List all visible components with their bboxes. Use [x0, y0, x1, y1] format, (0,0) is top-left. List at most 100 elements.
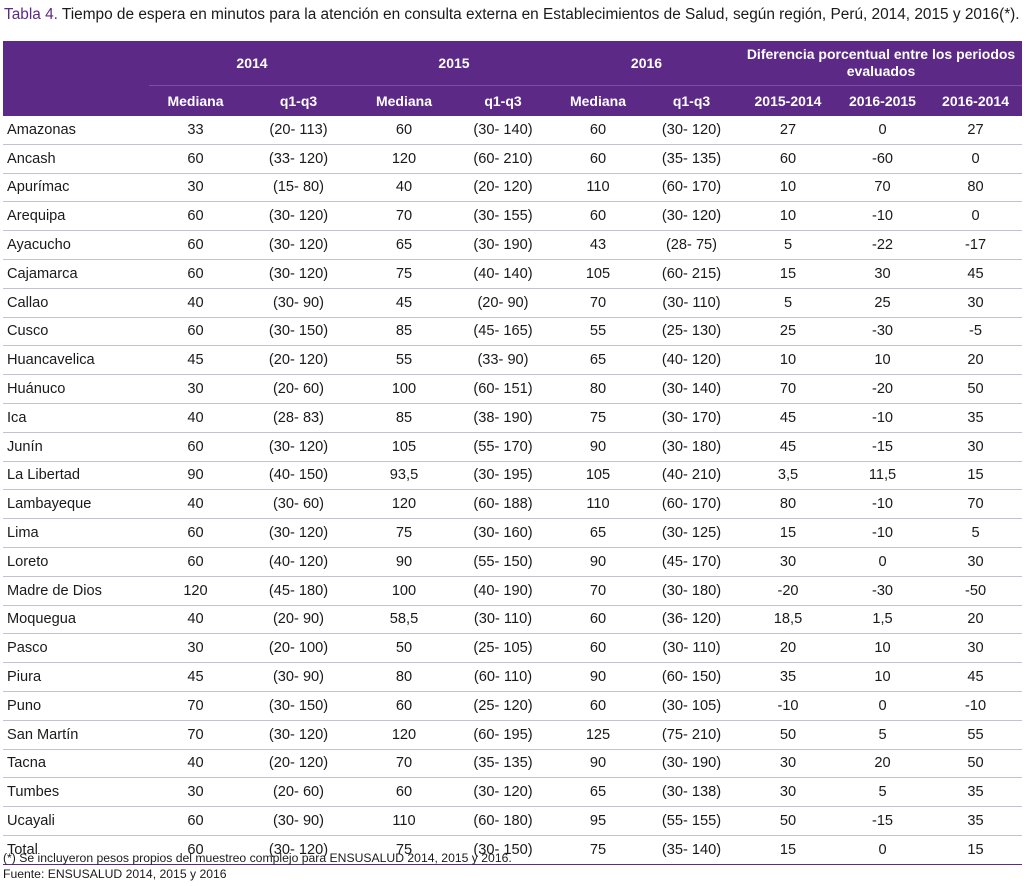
value-cell: (30- 120) [242, 835, 355, 865]
value-cell: 30 [929, 633, 1023, 664]
value-cell: (30- 138) [643, 777, 740, 808]
table-row: Arequipa 60 (30- 120) 70 (30- 155) 60 (30- 120… [3, 201, 1023, 232]
value-cell: -22 [836, 230, 929, 260]
value-cell: 30 [929, 432, 1023, 462]
value-cell: (60- 215) [643, 259, 740, 289]
value-cell: (20- 100) [242, 633, 355, 664]
value-cell: 75 [553, 403, 643, 433]
value-cell: (40- 150) [242, 461, 355, 491]
value-cell: (60- 210) [453, 144, 553, 174]
table-row: Amazonas 33 (20- 113) 60 (30- 140) 60 (30- 120… [3, 116, 1023, 145]
value-cell: 20 [929, 605, 1023, 635]
table-row: Callao 40 (30- 90) 45 (20- 90) 70 (30- 110) 5 25… [3, 288, 1023, 318]
value-cell: (60- 150) [643, 662, 740, 692]
value-cell: (30- 120) [242, 201, 355, 232]
value-cell: 110 [553, 489, 643, 520]
year-2016-header: 2016 [553, 41, 740, 86]
value-cell: 95 [553, 806, 643, 836]
value-cell: 60 [553, 144, 643, 174]
value-cell: (20- 60) [242, 374, 355, 404]
region-cell: La Libertad [3, 461, 149, 491]
region-cell: Huánuco [3, 374, 149, 404]
value-cell: 50 [929, 374, 1023, 404]
source-note: Fuente: ENSUSALUD 2014, 2015 y 2016 [3, 867, 227, 881]
value-cell: 35 [929, 777, 1023, 808]
value-cell: (30- 155) [453, 201, 553, 232]
value-cell: 0 [836, 691, 929, 721]
value-cell: (25- 120) [453, 691, 553, 721]
value-cell: (30- 120) [242, 259, 355, 289]
value-cell: 3,5 [740, 461, 836, 491]
value-cell: 30 [929, 288, 1023, 318]
value-cell: 70 [149, 720, 242, 750]
value-cell: (30- 120) [242, 432, 355, 462]
value-cell: 65 [355, 230, 453, 260]
value-cell: (60- 170) [643, 173, 740, 203]
value-cell: 120 [355, 144, 453, 174]
value-cell: 30 [929, 547, 1023, 577]
value-cell: 5 [836, 720, 929, 750]
value-cell: 60 [355, 691, 453, 721]
value-cell: (30- 105) [643, 691, 740, 721]
region-cell: Arequipa [3, 201, 149, 232]
table-row: Cajamarca 60 (30- 120) 75 (40- 140) 105 (60- 2… [3, 259, 1023, 289]
year-2014-header: 2014 [149, 41, 355, 86]
value-cell: 70 [355, 201, 453, 232]
value-cell: 40 [149, 403, 242, 433]
year-2015-header: 2015 [355, 41, 553, 86]
value-cell: 40 [149, 605, 242, 635]
value-cell: 60 [149, 518, 242, 548]
region-cell: Cajamarca [3, 259, 149, 289]
value-cell: 58,5 [355, 605, 453, 635]
table-row: Pasco 30 (20- 100) 50 (25- 105) 60 (30- 110) 20… [3, 633, 1023, 664]
table-row: Lima 60 (30- 120) 75 (30- 160) 65 (30- 125) 15-… [3, 518, 1023, 548]
value-cell: 30 [836, 259, 929, 289]
table-row: Cusco 60 (30- 150) 85 (45- 165) 55 (25- 130) 25… [3, 317, 1023, 347]
value-cell: (30- 140) [643, 374, 740, 404]
region-cell: Piura [3, 662, 149, 692]
value-cell: (60- 110) [453, 662, 553, 692]
value-cell: (30- 120) [242, 720, 355, 750]
footnote: (*) Se incluyeron pesos propios del mues… [3, 851, 512, 865]
value-cell: 50 [929, 749, 1023, 779]
value-cell: 65 [553, 518, 643, 548]
value-cell: 90 [553, 662, 643, 692]
value-cell: 120 [355, 720, 453, 750]
value-cell: (30- 170) [643, 403, 740, 433]
value-cell: 40 [149, 489, 242, 520]
value-cell: (30- 90) [242, 806, 355, 836]
value-cell: 40 [149, 749, 242, 779]
value-cell: -17 [929, 230, 1023, 260]
value-cell: (40- 210) [643, 461, 740, 491]
region-cell: Junín [3, 432, 149, 462]
region-cell: Apurímac [3, 173, 149, 203]
value-cell: 5 [929, 518, 1023, 548]
value-cell: 70 [740, 374, 836, 404]
value-cell: (60- 195) [453, 720, 553, 750]
column-header: q1-q3 [242, 85, 355, 116]
value-cell: 100 [355, 374, 453, 404]
value-cell: 18,5 [740, 605, 836, 635]
region-header [3, 41, 149, 116]
value-cell: 105 [553, 259, 643, 289]
value-cell: -30 [836, 317, 929, 347]
total-row: Total 60 (30- 120) 75 (30- 150) 75 (35- 140) 15… [3, 835, 1023, 865]
value-cell: 0 [929, 201, 1023, 232]
region-cell: Tumbes [3, 777, 149, 808]
value-cell: (30- 140) [453, 116, 553, 145]
value-cell: 50 [740, 720, 836, 750]
value-cell: (30- 150) [453, 835, 553, 865]
value-cell: (35- 140) [643, 835, 740, 865]
region-cell: Huancavelica [3, 345, 149, 376]
value-cell: 45 [740, 432, 836, 462]
value-cell: (55- 155) [643, 806, 740, 836]
table-row: Moquegua 40 (20- 90) 58,5 (30- 110) 60 (36- 12… [3, 605, 1023, 635]
table-row: Huancavelica 45 (20- 120) 55 (33- 90) 65 (40- … [3, 345, 1023, 376]
value-cell: (60- 151) [453, 374, 553, 404]
value-cell: 75 [355, 835, 453, 865]
value-cell: (30- 150) [242, 691, 355, 721]
region-cell: Puno [3, 691, 149, 721]
table-row: Tacna 40 (20- 120) 70 (35- 135) 90 (30- 190) 30… [3, 749, 1023, 779]
value-cell: 120 [355, 489, 453, 520]
value-cell: -15 [836, 432, 929, 462]
